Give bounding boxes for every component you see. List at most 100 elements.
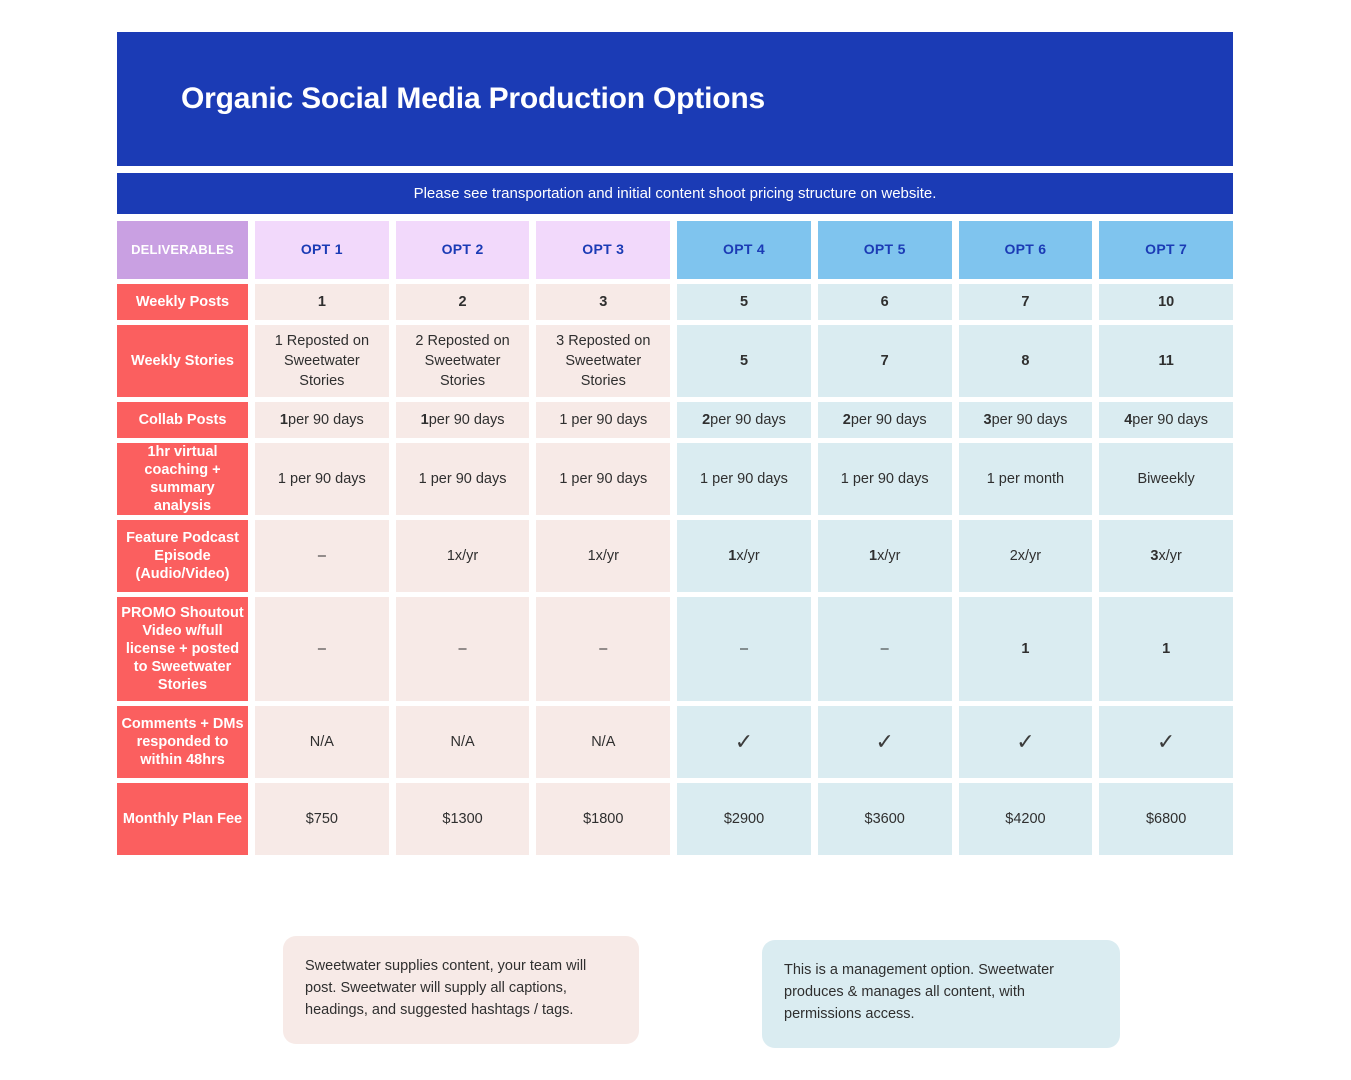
row-label: Weekly Stories — [117, 325, 248, 397]
table-cell: 7 — [817, 325, 952, 397]
table-cell: – — [255, 520, 389, 592]
table-cell: – — [395, 597, 530, 701]
table-cell: $1800 — [536, 783, 671, 855]
table-cell: 1 — [255, 284, 389, 320]
cell-value-lead: 1 — [317, 294, 326, 310]
page-title: Organic Social Media Production Options — [181, 82, 765, 115]
cell-value-lead: 4 — [1124, 412, 1133, 428]
footnote-self-serve: Sweetwater supplies content, your team w… — [283, 936, 639, 1044]
cell-value-lead: 1 — [420, 412, 429, 428]
table-corner-label: DELIVERABLES — [117, 221, 248, 279]
cell-value-lead: 3 — [1150, 548, 1159, 564]
comparison-table: DELIVERABLES OPT 1 OPT 2 OPT 3 OPT 4 OPT 5 OPT… — [117, 221, 1233, 855]
table-cell: $750 — [255, 783, 389, 855]
table-cell: 1 per 90 days — [395, 402, 530, 438]
table-cell: 4 per 90 days — [1099, 402, 1233, 438]
cell-value-lead: 6 — [880, 294, 889, 310]
cell-value-text: x/yr — [736, 548, 760, 564]
table-cell: 2x/yr — [958, 520, 1093, 592]
cell-value-lead: 5 — [739, 353, 749, 369]
column-header-opt-7[interactable]: OPT 7 — [1099, 221, 1233, 279]
table-cell: Biweekly — [1099, 443, 1233, 515]
cell-value-lead: 7 — [880, 353, 889, 369]
table-cell: $2900 — [677, 783, 811, 855]
subtitle-banner: Please see transportation and initial co… — [117, 173, 1233, 214]
table-cell: 1 per 90 days — [255, 402, 389, 438]
table-cell: 1 per 90 days — [536, 402, 671, 438]
column-header-opt-5[interactable]: OPT 5 — [817, 221, 952, 279]
table-cell: N/A — [255, 706, 389, 778]
cell-value-text: per 90 days — [710, 412, 786, 428]
cell-value-text: 1 per 90 days — [277, 471, 366, 487]
check-icon: ✓ — [1156, 729, 1176, 754]
cell-value-text: per 90 days — [428, 412, 505, 428]
column-header-opt-4[interactable]: OPT 4 — [677, 221, 811, 279]
cell-value-lead: 1 — [728, 548, 737, 564]
cell-value-text: 3 Reposted on Sweetwater Stories — [556, 333, 651, 389]
table-cell: – — [677, 597, 811, 701]
row-label: Feature Podcast Episode (Audio/Video) — [117, 520, 248, 592]
cell-value-text: – — [317, 641, 326, 657]
cell-value-text: $2900 — [723, 811, 765, 827]
cell-value-text: 2 Reposted on Sweetwater Stories — [415, 333, 510, 389]
table-cell: $3600 — [817, 783, 952, 855]
table-cell: 3 per 90 days — [958, 402, 1093, 438]
cell-value-lead: 11 — [1158, 353, 1174, 369]
cell-value-text: $750 — [305, 811, 338, 827]
cell-value-text: N/A — [309, 734, 334, 750]
row-label: Monthly Plan Fee — [117, 783, 248, 855]
table-cell-check: ✓ — [958, 706, 1093, 778]
column-header-opt-2[interactable]: OPT 2 — [395, 221, 530, 279]
cell-value-text: – — [458, 641, 467, 657]
table-cell: 1 per 90 days — [817, 443, 952, 515]
table-cell: 2 Reposted on Sweetwater Stories — [395, 325, 530, 397]
table-cell: 11 — [1099, 325, 1233, 397]
table-cell: N/A — [395, 706, 530, 778]
cell-value-text: $1800 — [583, 811, 624, 827]
check-icon: ✓ — [875, 729, 894, 754]
cell-value-lead: 3 — [983, 412, 992, 428]
column-header-opt-6[interactable]: OPT 6 — [958, 221, 1093, 279]
table-cell: 1 per 90 days — [255, 443, 389, 515]
cell-value-text: x/yr — [877, 548, 901, 564]
title-banner: Organic Social Media Production Options — [117, 32, 1233, 166]
cell-value-text: 1x/yr — [587, 548, 619, 564]
table-cell: 2 — [395, 284, 530, 320]
table-cell-check: ✓ — [1099, 706, 1233, 778]
cell-value-text: $3600 — [864, 811, 905, 827]
table-cell: 6 — [817, 284, 952, 320]
table-cell: – — [536, 597, 671, 701]
row-label: Weekly Posts — [117, 284, 248, 320]
table-cell: 5 — [677, 284, 811, 320]
cell-value-text: N/A — [591, 734, 616, 750]
table-cell: 2 per 90 days — [817, 402, 952, 438]
cell-value-text: 1 per 90 days — [418, 471, 507, 487]
cell-value-text: 1 per month — [986, 471, 1065, 487]
cell-value-lead: 1 — [279, 412, 288, 428]
table-cell: 3 x/yr — [1099, 520, 1233, 592]
cell-value-text: $1300 — [442, 811, 483, 827]
table-cell: 1 per month — [958, 443, 1093, 515]
table-cell: 1 per 90 days — [536, 443, 671, 515]
table-cell: $6800 — [1099, 783, 1233, 855]
cell-value-text: 1x/yr — [446, 548, 479, 564]
row-label: 1hr virtual coaching + summary analysis — [117, 443, 248, 515]
cell-value-lead: 3 — [599, 294, 608, 310]
cell-value-text: 1 per 90 days — [840, 471, 929, 487]
column-header-opt-3[interactable]: OPT 3 — [536, 221, 671, 279]
cell-value-text: per 90 days — [850, 412, 927, 428]
row-label: PROMO Shoutout Video w/full license + po… — [117, 597, 248, 701]
cell-value-text: 1 per 90 days — [559, 471, 648, 487]
table-cell: 3 Reposted on Sweetwater Stories — [536, 325, 671, 397]
column-header-opt-1[interactable]: OPT 1 — [255, 221, 389, 279]
cell-value-text: per 90 days — [288, 412, 364, 428]
table-cell: 8 — [958, 325, 1093, 397]
subtitle-text: Please see transportation and initial co… — [413, 185, 937, 202]
row-label: Comments + DMs responded to within 48hrs — [117, 706, 248, 778]
table-cell: 1 — [1099, 597, 1233, 701]
table-cell: – — [255, 597, 389, 701]
footnotes: Sweetwater supplies content, your team w… — [117, 932, 1233, 1052]
row-label: Collab Posts — [117, 402, 248, 438]
